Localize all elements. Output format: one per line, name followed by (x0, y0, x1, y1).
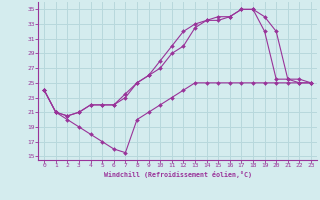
X-axis label: Windchill (Refroidissement éolien,°C): Windchill (Refroidissement éolien,°C) (104, 171, 252, 178)
